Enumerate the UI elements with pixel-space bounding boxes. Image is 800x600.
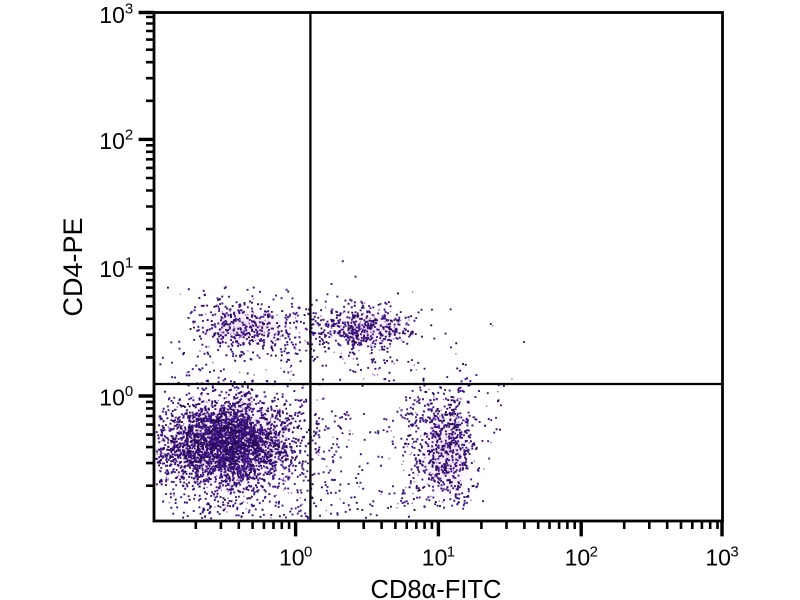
svg-text:CD4-PE: CD4-PE: [58, 217, 88, 316]
svg-text:10: 10: [705, 545, 731, 571]
svg-text:10: 10: [99, 2, 125, 28]
svg-text:CD8α-FITC: CD8α-FITC: [371, 576, 502, 600]
svg-text:10: 10: [99, 384, 125, 410]
svg-text:0: 0: [304, 543, 312, 560]
svg-text:10: 10: [279, 545, 305, 571]
svg-text:1: 1: [125, 255, 133, 272]
svg-text:2: 2: [125, 126, 133, 143]
svg-text:2: 2: [590, 543, 598, 560]
svg-text:10: 10: [99, 256, 125, 282]
svg-text:1: 1: [447, 543, 455, 560]
svg-text:3: 3: [730, 543, 738, 560]
svg-text:3: 3: [125, 0, 133, 17]
svg-text:10: 10: [565, 545, 591, 571]
svg-text:0: 0: [125, 383, 133, 400]
svg-text:10: 10: [422, 545, 448, 571]
svg-text:10: 10: [99, 128, 125, 154]
